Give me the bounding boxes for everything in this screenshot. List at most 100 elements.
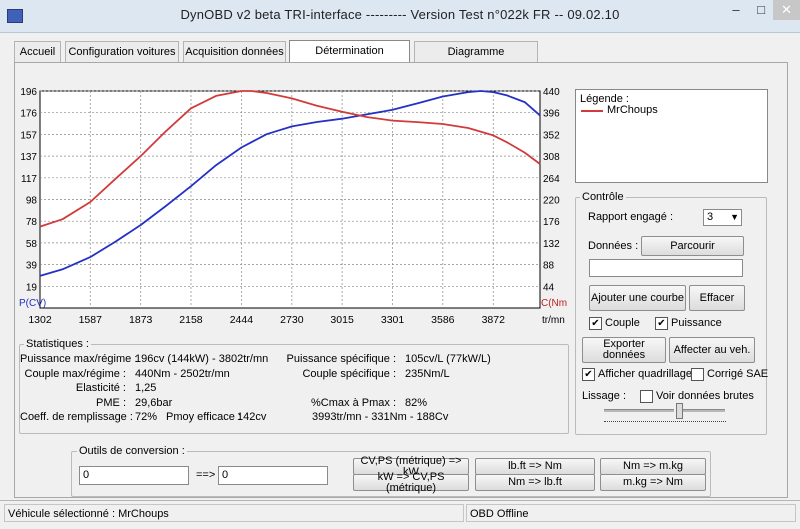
stat-value-remplissage: 72% [135,411,158,423]
voir-donnees-checkbox[interactable] [640,390,653,403]
left-tick-label: 98 [26,196,38,207]
left-tick-label: 39 [26,261,38,272]
stat-value-pmoy: 142cv [237,411,267,423]
stat-value-couple-max: 440Nm - 2502tr/mn [135,368,230,380]
left-tick-label: 19 [26,282,38,293]
affecter-vehicule-button[interactable]: Affecter au veh. [669,337,755,363]
lbft-to-nm-button[interactable]: lb.ft => Nm [475,458,595,475]
stat-label-puissance-max: Puissance max/régime : [20,353,138,365]
left-tick-label: 196 [20,88,37,98]
controle-title: Contrôle [580,191,626,203]
left-tick-label: 176 [20,109,37,120]
lissage-slider-handle[interactable] [676,403,683,419]
stat-value-elasticite: 1,25 [135,382,157,394]
right-tick-label: 132 [543,239,560,250]
outils-group [71,451,711,497]
x-tick-label: 1587 [79,314,103,326]
exporter-donnees-button[interactable]: Exporter données [582,337,666,363]
left-tick-label: 117 [21,174,37,185]
right-tick-label: 308 [543,152,560,163]
nm-to-lbft-button[interactable]: Nm => lb.ft [475,474,595,491]
stat-label-cmax-pmax: %Cmax à Pmax : [311,397,396,409]
conversion-input[interactable]: 0 [79,466,189,485]
window-title: DynOBD v2 beta TRI-interface --------- V… [180,7,620,22]
quadrillage-checkbox[interactable]: ✔ [582,368,595,381]
stat-label-elasticite: Elasticité : [75,382,126,394]
minimize-button[interactable]: – [732,2,740,17]
lissage-slider-1[interactable] [604,409,674,412]
left-tick-label: 78 [26,217,38,228]
left-tick-label: 58 [26,239,38,250]
x-tick-label: 1873 [129,314,153,326]
x-tick-label: 3015 [330,314,354,326]
x-tick-label: 2444 [230,314,254,326]
right-tick-label: 264 [543,174,560,185]
left-axis-label: P(CV) [19,298,46,309]
rapport-value: 3 [707,211,714,223]
sae-checkbox[interactable] [691,368,704,381]
parcourir-button[interactable]: Parcourir [641,236,744,256]
x-tick-label: 1302 [28,314,52,326]
stat-label-puissance-specifique: Puissance spécifique : [286,353,396,365]
right-tick-label: 44 [543,282,555,293]
legend-swatch [581,110,603,112]
right-tick-label: 220 [543,196,560,207]
stat-value-pme: 29,6bar [135,397,173,409]
conversion-arrow: ==> [196,469,216,481]
kw-to-cv-button[interactable]: kW => CV,PS (métrique) [353,471,469,493]
donnees-field[interactable] [589,259,743,277]
right-tick-label: 440 [543,88,560,98]
stat-value-puissance-max: 196cv (144kW) - 3802tr/mn [135,353,269,365]
puissance-checkbox[interactable]: ✔ [655,317,668,330]
donnees-label: Données : [588,240,639,252]
puissance-label: Puissance [671,317,722,329]
mkg-to-nm-button[interactable]: m.kg => Nm [600,474,706,491]
voir-donnees-label: Voir données brutes [656,390,754,402]
maximize-button[interactable]: □ [757,2,765,17]
legend-entry: MrChoups [607,104,658,116]
close-button[interactable]: ✕ [773,0,800,20]
app-icon [7,9,23,23]
tab-diagramme-acceleration[interactable]: Diagramme d'acceleration [414,41,538,78]
power-torque-chart: 196 440 176 396 157 352 137 308 117 264 98 220 78 176… [18,88,567,327]
quadrillage-label: Afficher quadrillage [598,368,692,380]
ajouter-courbe-button[interactable]: Ajouter une courbe [589,285,686,311]
left-tick-label: 157 [20,130,37,141]
tab-accueil[interactable]: Accueil [14,41,61,62]
status-obd: OBD Offline [466,504,796,522]
couple-checkbox[interactable]: ✔ [589,317,602,330]
stats-group [19,344,569,434]
couple-label: Couple [605,317,640,329]
stat-label-pmoy: Pmoy efficace : [166,411,241,423]
rapport-label: Rapport engagé : [588,211,674,223]
x-tick-label: 3586 [431,314,455,326]
stat-label-couple-specifique: Couple spécifique : [302,368,396,380]
legend-box: Légende : MrChoups [575,89,768,183]
right-tick-label: 88 [543,261,555,272]
stats-title: Statistiques : [24,338,91,350]
x-tick-label: 3301 [381,314,405,326]
stat-value-puissance-specifique: 105cv/L (77kW/L) [405,353,491,365]
tab-determination-puissance[interactable]: Détermination puissance [289,40,410,77]
effacer-button[interactable]: Effacer [689,285,745,311]
title-bar [0,0,800,33]
stat-label-remplissage: Coeff. de remplissage : [20,411,133,423]
lissage-slider-2[interactable] [679,409,725,412]
conversion-output[interactable]: 0 [218,466,328,485]
stat-value-cmax-pmax: 82% [405,397,428,409]
stat-value-cmax-detail: 3993tr/mn - 331Nm - 188Cv [312,411,449,423]
status-vehicule: Véhicule sélectionné : MrChoups [4,504,464,522]
stat-value-couple-specifique: 235Nm/L [405,368,450,380]
status-bar: Véhicule sélectionné : MrChoups OBD Offl… [0,500,800,529]
right-tick-label: 396 [543,109,560,120]
rapport-select[interactable]: 3 ▼ [703,209,742,226]
stat-label-pme: PME : [96,397,126,409]
right-tick-label: 176 [543,217,560,228]
legend-title: Légende : [580,93,629,105]
right-axis-label: C(Nm) [541,298,567,309]
tab-configuration-voitures[interactable]: Configuration voitures [65,41,179,62]
controle-group [575,197,767,435]
tab-acquisition-donnees[interactable]: Acquisition données [183,41,286,62]
nm-to-mkg-button[interactable]: Nm => m.kg [600,458,706,475]
torque-curve [39,90,541,228]
